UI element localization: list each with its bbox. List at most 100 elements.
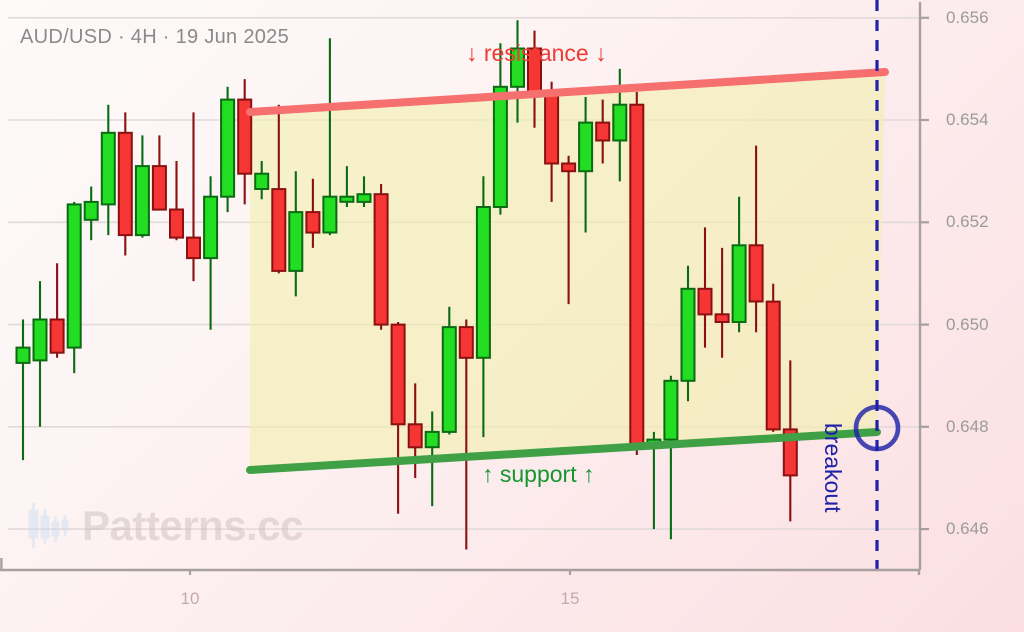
y-tick-label: 0.646 [946,519,989,539]
candle-body [578,121,594,173]
candle-body [612,103,628,142]
candle-body [237,98,253,175]
candlestick [663,375,679,540]
candle-body [271,188,287,272]
candlestick [66,201,82,374]
candle-body [356,193,372,203]
candlestick [203,176,219,330]
candle-body [407,423,423,449]
candlestick [697,227,713,348]
candlestick [254,161,270,200]
candle-body [629,103,645,449]
support-annotation: ↑ support ↑ [482,461,595,487]
candlestick [578,97,594,233]
candle-body [134,165,150,237]
candle-body [32,318,48,362]
candle-body [714,313,730,323]
page-title: AUD/USD · 4H · 19 Jun 2025 [20,26,290,48]
candle-body [288,211,304,272]
candlestick [510,20,525,123]
candle-body [697,287,713,316]
x-tick-label: 15 [560,589,580,608]
support-trendline [246,428,881,474]
candle-body [339,195,355,203]
breakout-annotation: breakout [820,423,846,513]
candlestick [458,319,474,550]
candle-body [15,346,31,364]
candlestick [134,135,150,238]
candle-body [765,300,781,431]
candle-body [322,195,338,234]
candle-body [731,244,747,323]
candle-body [305,211,321,234]
candlestick [305,178,321,248]
candlestick [441,306,457,435]
candlestick [15,319,31,461]
candlestick [492,43,508,215]
candlestick [680,265,696,402]
candle-body [458,326,474,359]
resistance-annotation: ↓ resistance ↓ [466,40,607,66]
candlestick [527,30,542,128]
candle-body [595,121,611,142]
y-tick-label: 0.654 [946,110,989,129]
candle-body [510,47,525,88]
candlestick [237,79,253,205]
candle-body [220,98,236,198]
candle-body [441,326,457,433]
candlestick [151,135,167,211]
candlestick [271,104,287,274]
candle-body [66,203,82,349]
candlestick [356,176,372,207]
candlestick [288,171,304,297]
candle-body [169,208,184,239]
candlestick [765,283,781,432]
candlestick [731,196,747,333]
candle-body [117,131,133,237]
candle-body [544,90,560,165]
candlestick [390,322,406,514]
candlestick [117,112,133,256]
candlestick [561,155,577,305]
candlestick [544,81,560,202]
candlestick [373,184,389,330]
candle-body [203,195,219,260]
y-tick-label: 0.650 [946,314,989,334]
candle-body [663,379,679,441]
candlestick [322,38,338,236]
candle-body [373,193,389,326]
candlestick [32,281,48,427]
axes [0,2,929,575]
y-tick-label: 0.652 [946,212,989,232]
y-tick-label: 0.648 [946,416,989,436]
candle-body [151,165,167,211]
y-tick-label: 0.656 [946,7,989,27]
candlestick [49,263,65,358]
candlestick [629,91,645,455]
candle-body [680,287,696,382]
candle-body [49,318,65,354]
candlestick [595,99,611,164]
candlestick [714,247,730,358]
candlestick [100,104,116,236]
candle-body [100,131,116,206]
candlestick [83,186,99,241]
wedge-shading [250,72,885,470]
candlestick-plot [0,0,929,575]
candle-body [254,172,270,190]
candle-body [83,200,99,221]
candlestick [339,166,355,207]
candlestick [186,112,201,282]
candle-body [424,430,440,449]
candle-body [561,162,577,173]
candlestick [748,145,764,333]
resistance-trendline [246,68,889,116]
candlestick [169,161,184,241]
candle-body [390,323,406,426]
x-tick-label: 10 [180,589,200,608]
candle-body [475,206,491,359]
candles [15,20,798,550]
candle-body [186,236,201,260]
breakout-marker [853,404,901,452]
